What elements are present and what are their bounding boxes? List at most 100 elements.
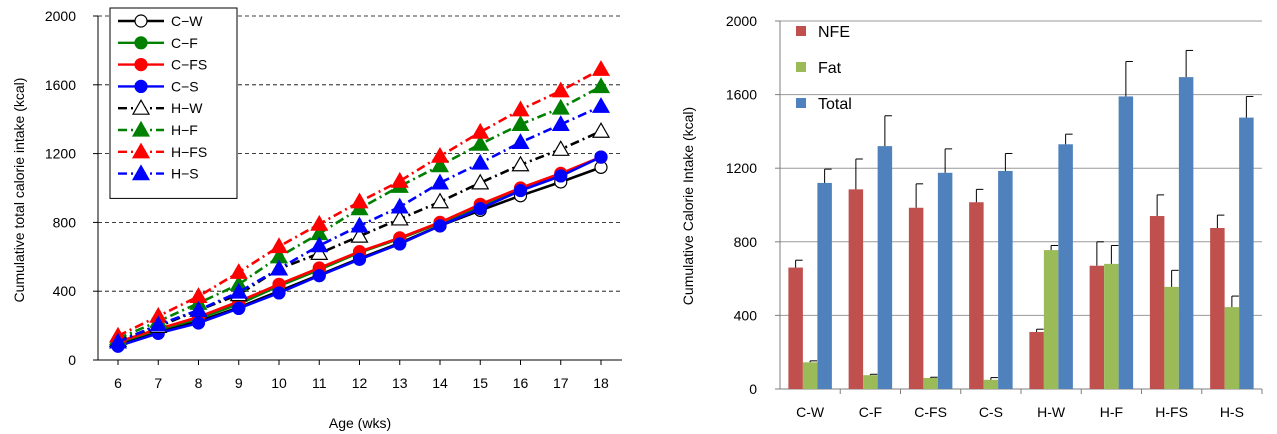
bar-chart-legend: NFE Fat Total xyxy=(796,24,852,113)
bar-rect-fat-c-fs xyxy=(923,377,938,389)
point-h-s-12 xyxy=(350,216,369,233)
x-tick-label-h-s: H-S xyxy=(1220,404,1244,420)
legend-label-h-w: H−W xyxy=(171,100,203,116)
x-tick-label-8: 8 xyxy=(195,375,203,391)
point-h-fs-16 xyxy=(511,100,530,117)
bar-nfe-h-fs xyxy=(1149,194,1165,389)
x-tick-label-11: 11 xyxy=(312,375,327,391)
legend-item-c-w: C−W xyxy=(118,13,203,29)
point-h-w-16 xyxy=(511,155,530,172)
x-tick-label-9: 9 xyxy=(235,375,243,391)
x-tick-label-13: 13 xyxy=(392,375,408,391)
x-tick-label-c-s: C-S xyxy=(979,404,1003,420)
bar-rect-fat-c-f xyxy=(863,375,878,389)
bar-rect-nfe-c-s xyxy=(969,202,984,389)
x-tick-label-16: 16 xyxy=(513,375,529,391)
legend-swatch-fat xyxy=(796,62,806,72)
legend-marker-c-fs xyxy=(134,57,148,72)
point-h-fs-18 xyxy=(591,60,611,76)
x-tick-label-17: 17 xyxy=(553,375,569,391)
bar-chart-x-tick-labels: C-W C-F C-FS C-S H-W H-F H-FS H-S xyxy=(796,404,1244,420)
x-tick-label-c-w: C-W xyxy=(796,404,825,420)
point-h-w-17 xyxy=(551,140,570,156)
y-tick-label-1600: 1600 xyxy=(45,77,76,93)
legend-label-total: Total xyxy=(818,96,852,113)
legend-label-h-fs: H−FS xyxy=(171,144,207,160)
bar-rect-total-h-s xyxy=(1239,117,1254,389)
x-tick-label-h-fs: H-FS xyxy=(1155,404,1188,420)
legend-item-total: Total xyxy=(796,96,852,113)
bar-rect-fat-c-s xyxy=(983,379,999,389)
legend-label-c-fs: C−FS xyxy=(171,57,207,73)
point-h-fs-12 xyxy=(350,192,369,209)
point-h-s-15 xyxy=(471,153,490,170)
point-h-s-14 xyxy=(430,173,450,190)
point-h-f-16 xyxy=(511,115,530,131)
legend-marker-h-fs xyxy=(131,142,151,159)
bar-total-c-s xyxy=(998,152,1013,389)
y-tick-label-400: 400 xyxy=(734,307,758,323)
point-h-s-9 xyxy=(229,282,248,299)
legend-marker-c-s xyxy=(134,79,148,94)
line-chart-y-tick-labels: 0 400 800 1200 1600 2000 xyxy=(45,8,76,368)
point-h-s-8 xyxy=(189,300,208,317)
x-tick-label-h-w: H-W xyxy=(1037,404,1066,420)
legend-box xyxy=(109,7,238,199)
point-h-f-14 xyxy=(430,156,450,173)
bar-fat-c-w xyxy=(802,360,818,389)
legend-marker-h-f xyxy=(131,120,151,137)
bar-fat-c-fs xyxy=(923,376,938,389)
x-tick-label-c-f: C-F xyxy=(859,404,882,420)
point-c-s-15 xyxy=(473,202,487,216)
y-tick-label-2000: 2000 xyxy=(726,13,757,29)
point-c-s-13 xyxy=(393,237,407,251)
legend-item-fat: Fat xyxy=(796,60,842,77)
bar-chart-bars xyxy=(788,49,1254,390)
bar-rect-nfe-h-w xyxy=(1029,331,1044,389)
line-chart-legend: C−W C−F C−FS C−S H−W H−F H−FS H−S xyxy=(109,7,238,199)
point-h-fs-13 xyxy=(390,171,409,188)
bar-rect-total-c-fs xyxy=(937,172,953,389)
bar-total-h-w xyxy=(1058,133,1073,389)
point-h-s-16 xyxy=(511,133,530,150)
bar-nfe-h-w xyxy=(1029,328,1044,389)
bar-rect-nfe-h-f xyxy=(1089,265,1105,389)
point-h-s-17 xyxy=(551,115,570,131)
line-chart-axes xyxy=(93,15,622,365)
bar-fat-h-s xyxy=(1224,295,1240,389)
bar-fat-h-w xyxy=(1043,244,1059,389)
point-h-f-15 xyxy=(471,134,490,151)
bar-chart-y-tick-labels: 0 400 800 1200 1600 2000 xyxy=(726,13,757,397)
line-chart-series xyxy=(108,60,611,353)
point-h-fs-9 xyxy=(229,263,248,279)
legend-marker-c-f xyxy=(134,36,148,50)
legend-label-c-f: C−F xyxy=(171,35,198,51)
bar-chart: 0 400 800 1200 1600 2000 C-W C-F C-FS C-S H-W H-F H… xyxy=(680,13,1263,420)
x-tick-label-c-fs: C-FS xyxy=(914,404,947,420)
series-h-fs xyxy=(108,60,611,343)
legend-label-h-f: H−F xyxy=(171,122,198,138)
bar-rect-total-h-fs xyxy=(1178,77,1194,390)
bar-rect-fat-h-w xyxy=(1043,250,1059,389)
bar-nfe-h-s xyxy=(1210,214,1225,389)
point-h-fs-14 xyxy=(430,146,450,163)
point-h-s-11 xyxy=(310,236,329,253)
bar-rect-fat-h-fs xyxy=(1164,286,1179,389)
bar-rect-nfe-c-w xyxy=(788,267,803,389)
bar-rect-total-h-f xyxy=(1118,96,1134,389)
bar-rect-total-c-s xyxy=(998,170,1013,389)
x-tick-label-h-f: H-F xyxy=(1100,404,1123,420)
bar-rect-total-c-f xyxy=(877,146,893,389)
point-c-s-14 xyxy=(433,219,447,233)
point-h-w-11 xyxy=(310,244,329,260)
point-h-s-6 xyxy=(108,332,128,349)
bar-total-c-w xyxy=(817,168,832,389)
legend-item-h-s: H−S xyxy=(118,164,199,182)
legend-item-c-f: C−F xyxy=(118,35,198,51)
bar-total-c-fs xyxy=(937,148,953,389)
bar-rect-total-h-w xyxy=(1058,144,1073,389)
point-h-fs-10 xyxy=(269,237,289,254)
legend-label-nfe: NFE xyxy=(818,24,850,41)
point-h-w-13 xyxy=(390,209,409,226)
